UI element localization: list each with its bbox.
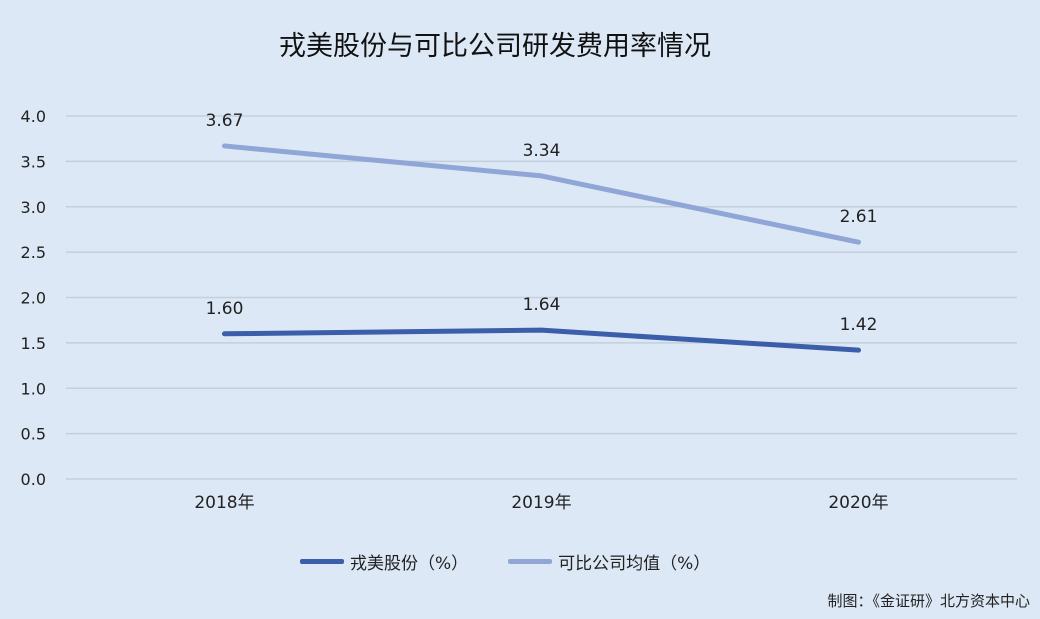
data-label: 1.42 xyxy=(840,315,878,335)
legend-item-peers: 可比公司均值（%） xyxy=(508,549,710,574)
y-tick-label: 3.5 xyxy=(21,152,46,171)
legend: 戎美股份（%） 可比公司均值（%） xyxy=(300,549,750,574)
y-tick-label: 4.0 xyxy=(21,107,46,126)
data-label: 3.67 xyxy=(206,111,244,131)
y-tick-label: 2.5 xyxy=(21,243,46,262)
x-tick-label: 2018年 xyxy=(194,493,254,513)
legend-item-rongmei: 戎美股份（%） xyxy=(300,549,468,574)
chart-title: 戎美股份与可比公司研发费用率情况 xyxy=(279,31,711,62)
legend-swatch-rongmei xyxy=(300,559,344,564)
data-label: 3.34 xyxy=(523,141,561,161)
y-tick-label: 3.0 xyxy=(21,198,46,217)
y-tick-label: 1.0 xyxy=(21,379,46,398)
y-tick-label: 0.5 xyxy=(21,425,46,444)
x-tick-label: 2020年 xyxy=(828,493,888,513)
credit-text: 制图：《金证研》北方资本中心 xyxy=(827,592,1030,610)
data-label: 2.61 xyxy=(840,207,878,227)
data-label: 1.64 xyxy=(523,295,561,315)
legend-label-rongmei: 戎美股份（%） xyxy=(350,554,469,574)
series-line-0 xyxy=(222,327,861,353)
y-tick-label: 0.0 xyxy=(21,470,46,489)
legend-swatch-peers xyxy=(508,559,553,564)
y-tick-label: 2.0 xyxy=(21,289,46,308)
series-line-1 xyxy=(222,143,861,245)
x-tick-label: 2019年 xyxy=(511,493,571,513)
legend-label-peers: 可比公司均值（%） xyxy=(558,554,711,574)
data-label: 1.60 xyxy=(206,299,244,319)
y-tick-label: 1.5 xyxy=(21,334,46,353)
